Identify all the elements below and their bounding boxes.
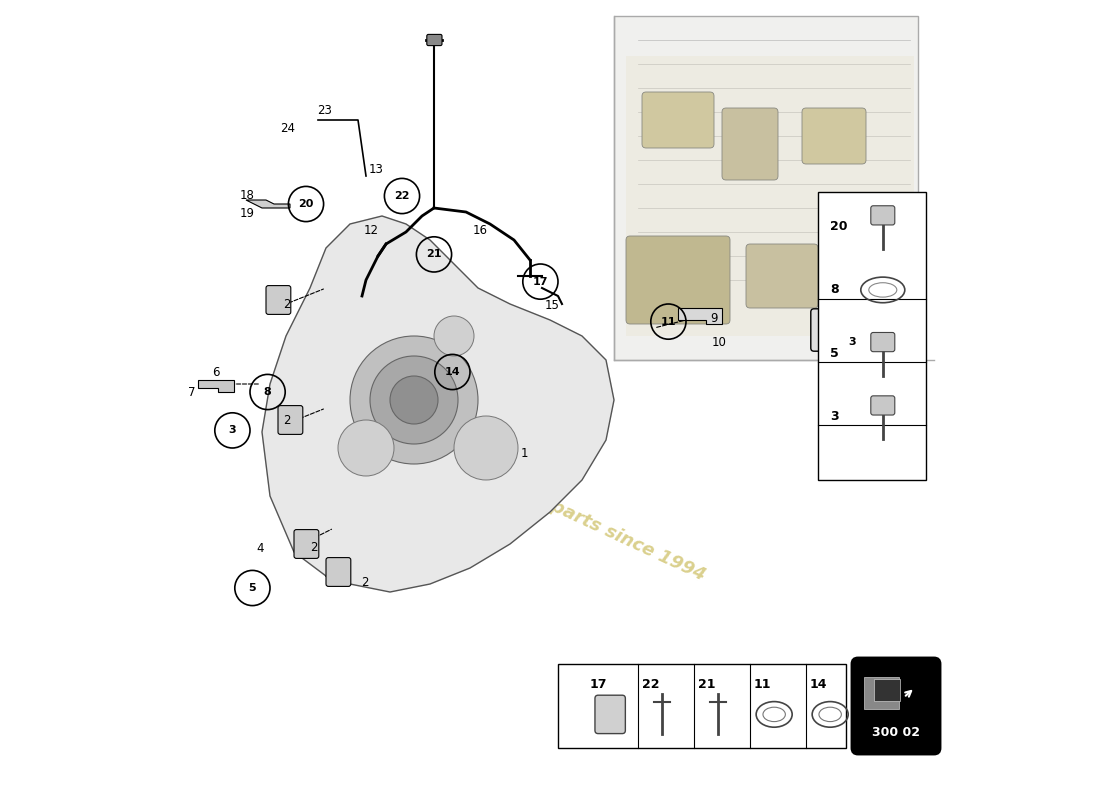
Text: 13: 13 bbox=[368, 163, 384, 176]
FancyBboxPatch shape bbox=[864, 677, 899, 709]
Text: 1: 1 bbox=[520, 447, 528, 460]
Text: 24: 24 bbox=[280, 122, 295, 134]
Circle shape bbox=[370, 356, 458, 444]
Polygon shape bbox=[262, 216, 614, 592]
Circle shape bbox=[434, 316, 474, 356]
Text: 8: 8 bbox=[830, 283, 838, 297]
Text: 7: 7 bbox=[188, 386, 196, 398]
Text: 5: 5 bbox=[249, 583, 256, 593]
FancyBboxPatch shape bbox=[818, 192, 926, 480]
FancyBboxPatch shape bbox=[595, 695, 626, 734]
FancyBboxPatch shape bbox=[294, 530, 319, 558]
Circle shape bbox=[454, 416, 518, 480]
Text: 11: 11 bbox=[754, 678, 771, 691]
FancyBboxPatch shape bbox=[278, 406, 303, 434]
Text: 15: 15 bbox=[544, 299, 560, 312]
Polygon shape bbox=[678, 308, 722, 324]
Text: 5: 5 bbox=[830, 346, 838, 360]
FancyBboxPatch shape bbox=[626, 236, 730, 324]
Text: 22: 22 bbox=[394, 191, 409, 201]
Text: a passion for parts since 1994: a passion for parts since 1994 bbox=[424, 439, 708, 585]
Text: 23: 23 bbox=[317, 104, 332, 117]
Circle shape bbox=[338, 420, 394, 476]
Text: 10: 10 bbox=[712, 336, 727, 349]
Text: 21: 21 bbox=[697, 678, 715, 691]
Text: 3: 3 bbox=[848, 337, 856, 346]
Text: 9: 9 bbox=[711, 312, 717, 325]
FancyBboxPatch shape bbox=[834, 212, 898, 284]
Text: 2: 2 bbox=[283, 414, 290, 427]
Text: 11: 11 bbox=[661, 317, 676, 326]
FancyBboxPatch shape bbox=[266, 286, 290, 314]
Text: 2: 2 bbox=[283, 298, 290, 310]
Text: 4: 4 bbox=[256, 542, 264, 554]
FancyBboxPatch shape bbox=[871, 206, 894, 225]
Text: 19: 19 bbox=[240, 207, 255, 220]
FancyBboxPatch shape bbox=[874, 679, 900, 701]
Text: 17: 17 bbox=[532, 277, 548, 286]
Circle shape bbox=[350, 336, 478, 464]
FancyBboxPatch shape bbox=[871, 333, 894, 352]
Text: 16: 16 bbox=[473, 224, 488, 237]
Text: 6: 6 bbox=[212, 366, 219, 378]
Polygon shape bbox=[246, 200, 290, 208]
Text: 2: 2 bbox=[361, 576, 368, 589]
Text: 3: 3 bbox=[229, 426, 236, 435]
Text: 300 02: 300 02 bbox=[872, 726, 920, 739]
Text: 14: 14 bbox=[444, 367, 460, 377]
Text: 20: 20 bbox=[298, 199, 314, 209]
FancyBboxPatch shape bbox=[851, 658, 940, 754]
Text: 8: 8 bbox=[264, 387, 272, 397]
Text: 22: 22 bbox=[642, 678, 659, 691]
Polygon shape bbox=[198, 380, 234, 392]
FancyBboxPatch shape bbox=[722, 108, 778, 180]
Text: 17: 17 bbox=[590, 678, 607, 691]
FancyBboxPatch shape bbox=[746, 244, 818, 308]
FancyBboxPatch shape bbox=[626, 56, 914, 336]
Text: 20: 20 bbox=[830, 220, 847, 233]
FancyBboxPatch shape bbox=[811, 309, 866, 351]
Text: 3: 3 bbox=[830, 410, 838, 423]
FancyBboxPatch shape bbox=[326, 558, 351, 586]
Text: 2: 2 bbox=[310, 541, 318, 554]
FancyBboxPatch shape bbox=[558, 664, 846, 748]
FancyBboxPatch shape bbox=[427, 34, 442, 46]
Text: 14: 14 bbox=[810, 678, 827, 691]
FancyBboxPatch shape bbox=[802, 108, 866, 164]
FancyBboxPatch shape bbox=[871, 396, 894, 415]
FancyBboxPatch shape bbox=[614, 16, 918, 360]
Text: 18: 18 bbox=[240, 189, 255, 202]
Text: 21: 21 bbox=[427, 250, 442, 259]
FancyBboxPatch shape bbox=[642, 92, 714, 148]
Circle shape bbox=[390, 376, 438, 424]
Text: 12: 12 bbox=[364, 224, 380, 237]
